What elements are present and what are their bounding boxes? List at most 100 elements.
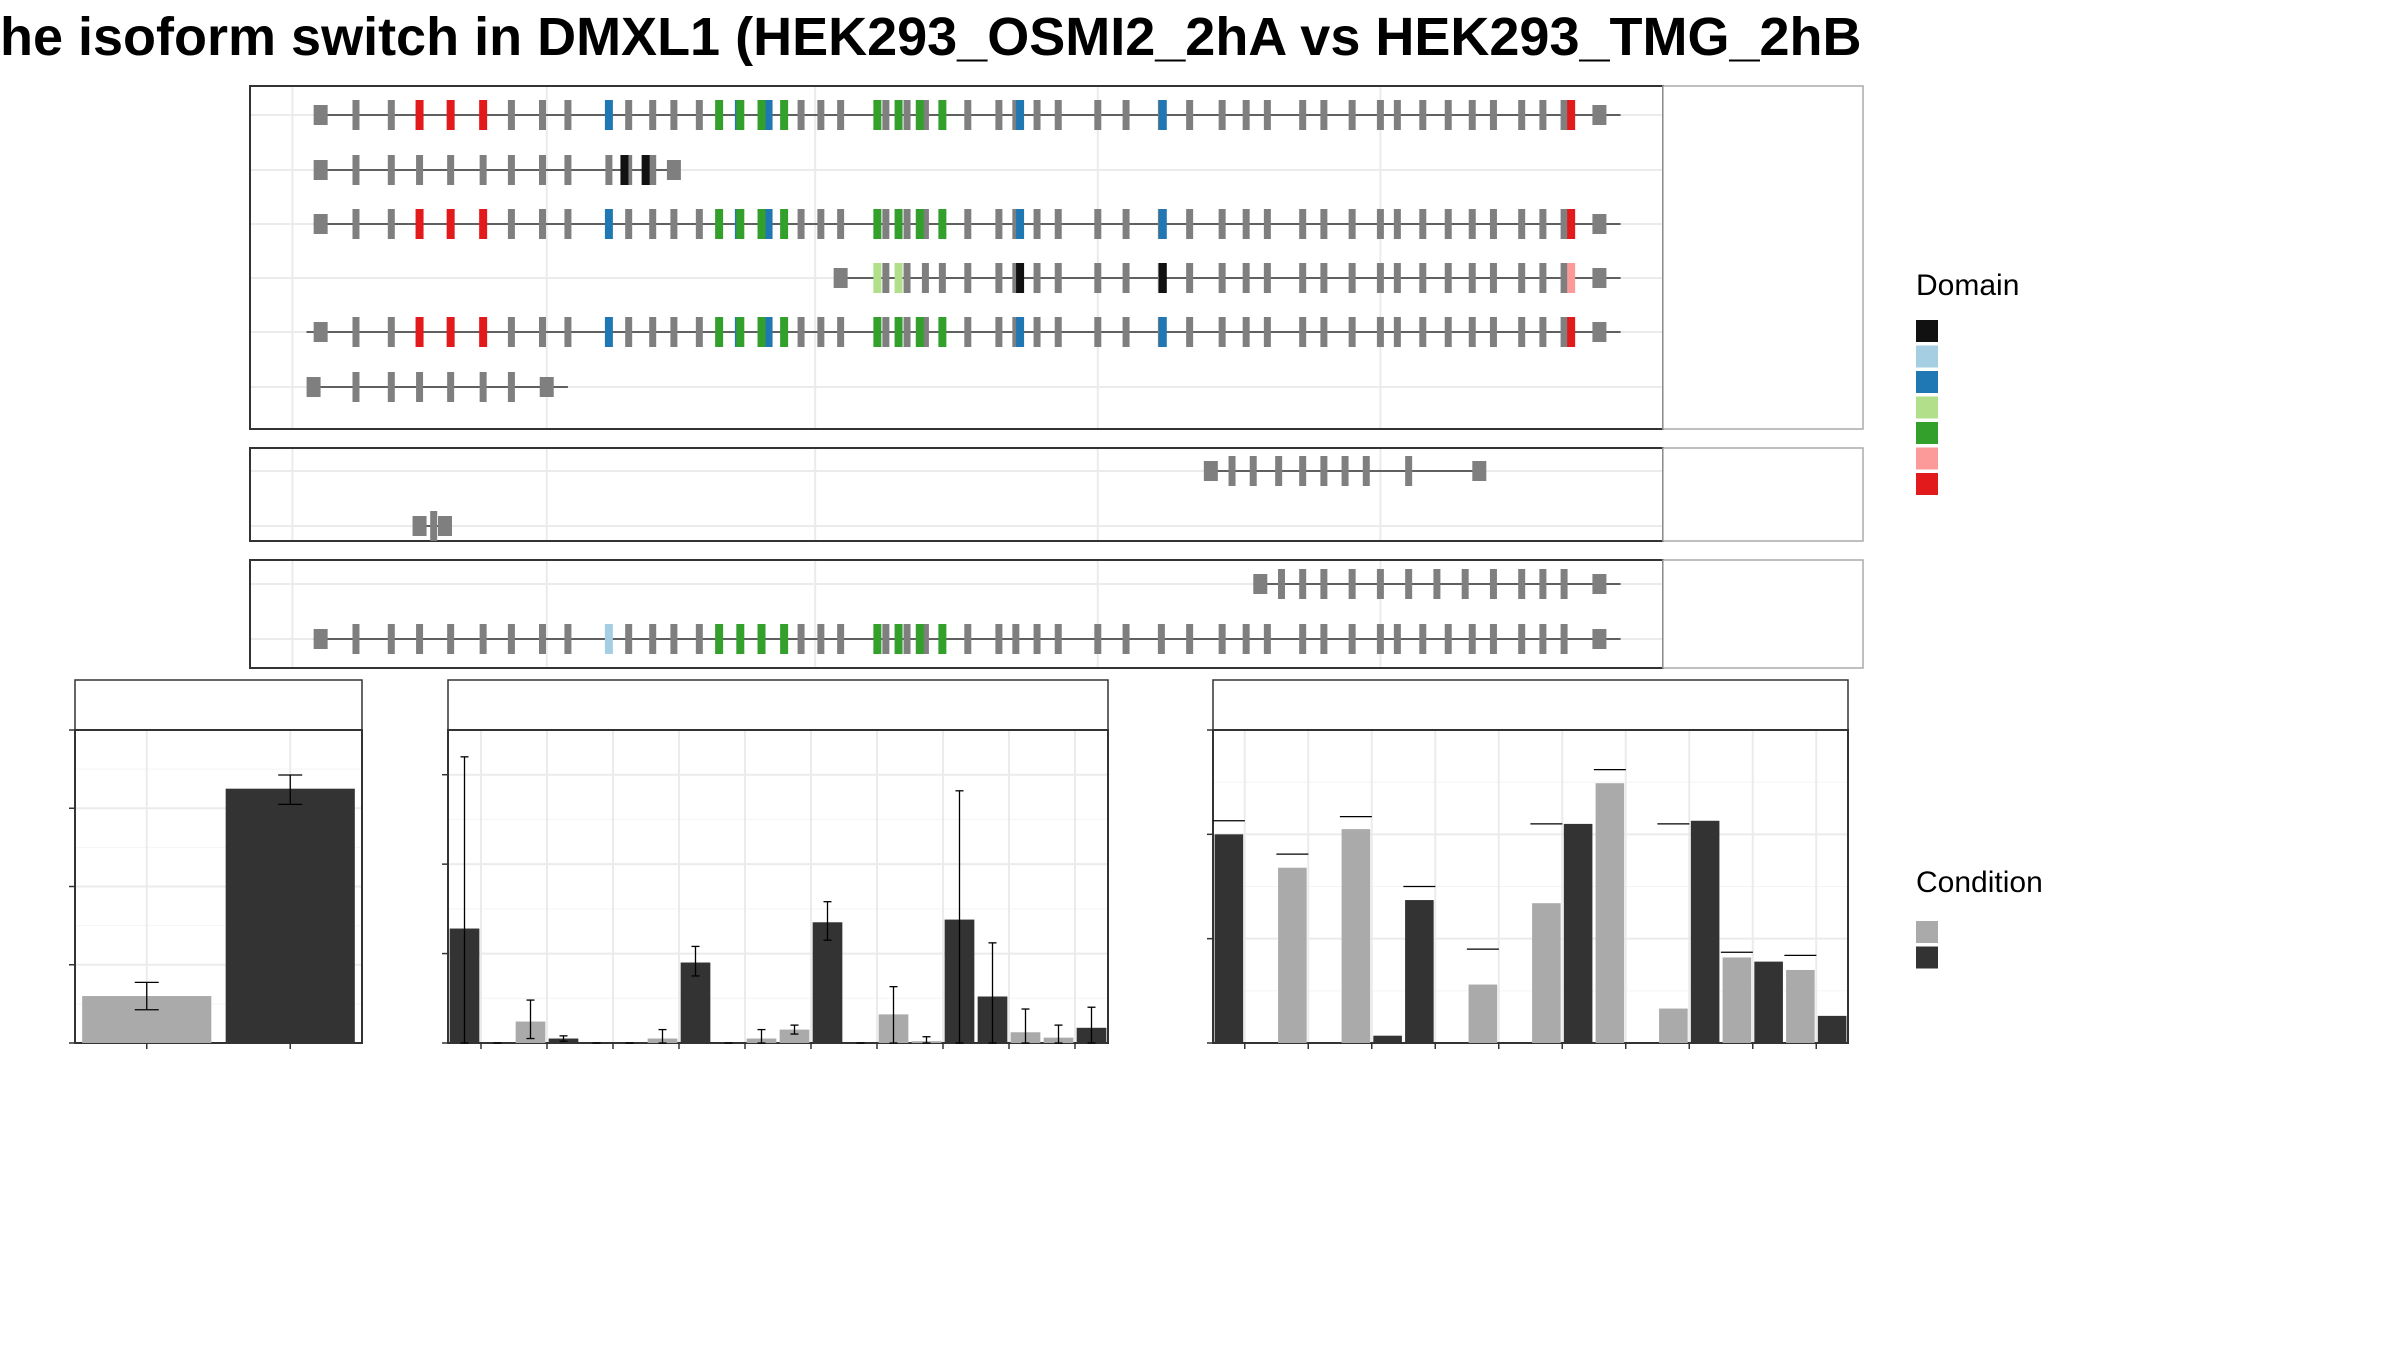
domain-exon	[715, 624, 724, 654]
exon	[1054, 624, 1062, 654]
exon	[1186, 317, 1194, 347]
exon	[1186, 100, 1194, 130]
exon	[1263, 317, 1271, 347]
exon	[1122, 624, 1130, 654]
bar	[812, 922, 843, 1043]
exon	[1539, 209, 1547, 239]
exon	[1376, 569, 1384, 599]
exon	[1299, 624, 1307, 654]
bar	[1722, 957, 1752, 1043]
exon	[695, 624, 703, 654]
domain-exon	[604, 100, 613, 130]
exon	[1122, 317, 1130, 347]
exon	[1054, 100, 1062, 130]
exon	[1218, 263, 1226, 293]
domain-legend-swatch	[1916, 422, 1938, 444]
exon	[479, 155, 487, 185]
exon	[1094, 317, 1102, 347]
exon	[387, 100, 395, 130]
condition-legend-title: Condition	[1916, 866, 2043, 899]
exon	[1376, 209, 1384, 239]
exon	[625, 209, 633, 239]
exon	[625, 100, 633, 130]
domain-exon	[1158, 100, 1167, 130]
exon	[1592, 629, 1607, 649]
exon	[352, 624, 360, 654]
exon	[1186, 624, 1194, 654]
exon	[387, 372, 395, 402]
domain-exon	[780, 100, 789, 130]
exon	[1592, 214, 1607, 234]
exon	[837, 624, 845, 654]
exon	[649, 209, 657, 239]
domain-legend-swatch	[1916, 320, 1938, 342]
facet-panel	[249, 85, 1664, 430]
condition-legend: Condition	[1916, 866, 2043, 969]
exon	[1518, 569, 1526, 599]
bar	[1405, 900, 1434, 1043]
exon	[1539, 317, 1547, 347]
exon	[995, 624, 1003, 654]
exon	[1320, 317, 1328, 347]
exon	[1218, 209, 1226, 239]
exon	[1242, 263, 1250, 293]
exon	[1012, 317, 1020, 347]
exon	[564, 155, 572, 185]
bar	[1214, 834, 1244, 1043]
exon	[1054, 317, 1062, 347]
exon	[903, 317, 911, 347]
exon	[564, 624, 572, 654]
isoform-usage-chart	[1207, 679, 1849, 1049]
bar	[779, 1029, 810, 1043]
exon	[670, 624, 678, 654]
exon	[1518, 317, 1526, 347]
exon	[1242, 624, 1250, 654]
exon	[1348, 317, 1356, 347]
exon	[430, 511, 438, 541]
exon	[903, 100, 911, 130]
exon	[564, 317, 572, 347]
exon	[1094, 624, 1102, 654]
exon	[1054, 209, 1062, 239]
exon	[507, 209, 515, 239]
exon	[1341, 456, 1349, 486]
domain-exon	[764, 209, 773, 239]
domain-exon	[1158, 317, 1167, 347]
exon	[1242, 317, 1250, 347]
exon	[1376, 263, 1384, 293]
domain-exon	[415, 209, 424, 239]
exon	[387, 317, 395, 347]
condition-legend-swatch	[1916, 946, 1938, 969]
exon	[1320, 100, 1328, 130]
exon	[649, 100, 657, 130]
exon	[564, 100, 572, 130]
exon	[539, 377, 554, 397]
exon	[313, 160, 328, 180]
exon	[695, 317, 703, 347]
bar	[1341, 829, 1371, 1043]
domain-exon	[1567, 263, 1576, 293]
domain-exon	[1567, 209, 1576, 239]
gene-expression-chart	[69, 679, 363, 1049]
exon	[447, 155, 455, 185]
domain-exon	[780, 209, 789, 239]
exon	[964, 624, 972, 654]
domain-exon	[604, 209, 613, 239]
exon	[1592, 574, 1607, 594]
isoform-expression-chart	[442, 679, 1109, 1049]
chart-plot-border	[447, 729, 1109, 1044]
exon	[1393, 624, 1401, 654]
exon	[1539, 100, 1547, 130]
domain-exon	[938, 209, 947, 239]
domain-exon	[641, 155, 650, 185]
bar	[1468, 984, 1498, 1043]
exon	[1320, 263, 1328, 293]
exon	[1489, 624, 1497, 654]
exon	[447, 624, 455, 654]
exon	[538, 209, 546, 239]
exon	[313, 322, 328, 342]
exon	[1253, 574, 1268, 594]
exon	[1299, 317, 1307, 347]
exon	[995, 263, 1003, 293]
